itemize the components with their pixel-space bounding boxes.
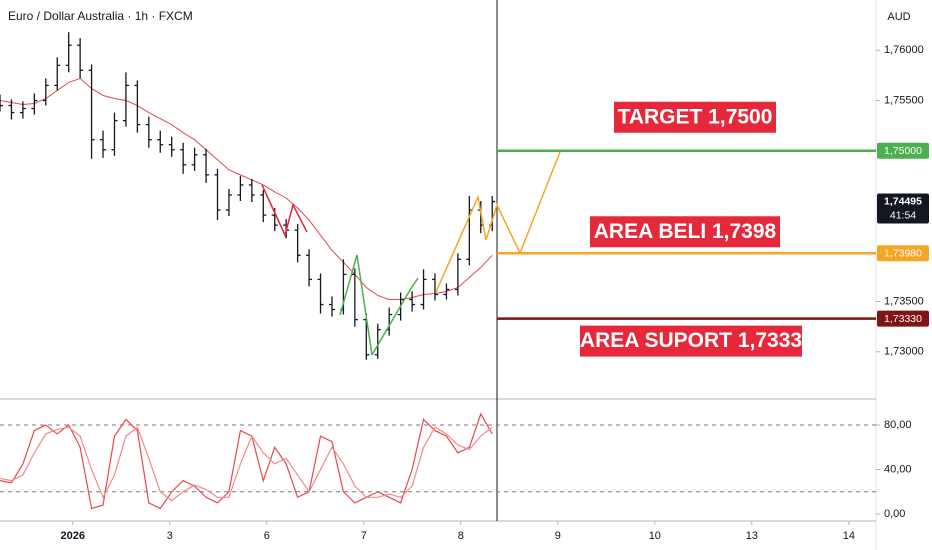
annotation: TARGET 1,7500: [618, 105, 773, 128]
pen-drawing: [371, 277, 419, 356]
moving-average: [0, 77, 493, 301]
last-price-tag: [877, 193, 929, 224]
y-tick-label: 1,73000: [884, 346, 924, 358]
y-tick-label: 40,00: [884, 463, 912, 475]
y-tick-label: 1,75500: [884, 94, 924, 106]
currency: AUD: [887, 11, 910, 23]
level-tag-label: 1,73330: [884, 313, 922, 325]
x-tick-label: 13: [746, 530, 758, 542]
y-tick-label: 80,00: [884, 419, 912, 431]
pen-drawing: [261, 184, 308, 238]
y-tick-label: 0,00: [884, 508, 905, 520]
countdown: 41:54: [890, 209, 916, 221]
level-tag: [877, 245, 929, 262]
annotation-box: [580, 325, 802, 357]
annotation-box: [590, 216, 780, 248]
annotation: AREA SUPORT 1,7333: [580, 329, 802, 352]
x-tick-label: 9: [555, 530, 561, 542]
x-tick-label: 7: [361, 530, 367, 542]
projection: [435, 151, 561, 293]
x-tick-label: 3: [167, 530, 173, 542]
annotation: AREA BELI 1,7398: [594, 220, 777, 243]
level-tag: [877, 142, 929, 159]
x-tick-label: 10: [649, 530, 661, 542]
level-tag-label: 1,75000: [884, 145, 922, 157]
oscillator-line: [0, 426, 493, 502]
oscillator-line: [0, 412, 493, 510]
last-price-label: 1,74495: [884, 195, 922, 207]
drawings: [261, 151, 561, 356]
x-tick-label: 14: [843, 530, 855, 542]
annotation-box: [614, 101, 776, 133]
y-tick-label: 1,76000: [884, 44, 924, 56]
x-tick-label: 8: [458, 530, 464, 542]
x-tick-label: 2026: [61, 530, 85, 542]
pen-drawing: [339, 254, 373, 356]
level-tag: [877, 310, 929, 327]
x-tick-label: 6: [264, 530, 270, 542]
level-tag-label: 1,73980: [884, 248, 922, 260]
chart-title: Euro / Dollar Australia · 1h · FXCM: [8, 9, 193, 23]
y-tick-label: 1,73500: [884, 295, 924, 307]
